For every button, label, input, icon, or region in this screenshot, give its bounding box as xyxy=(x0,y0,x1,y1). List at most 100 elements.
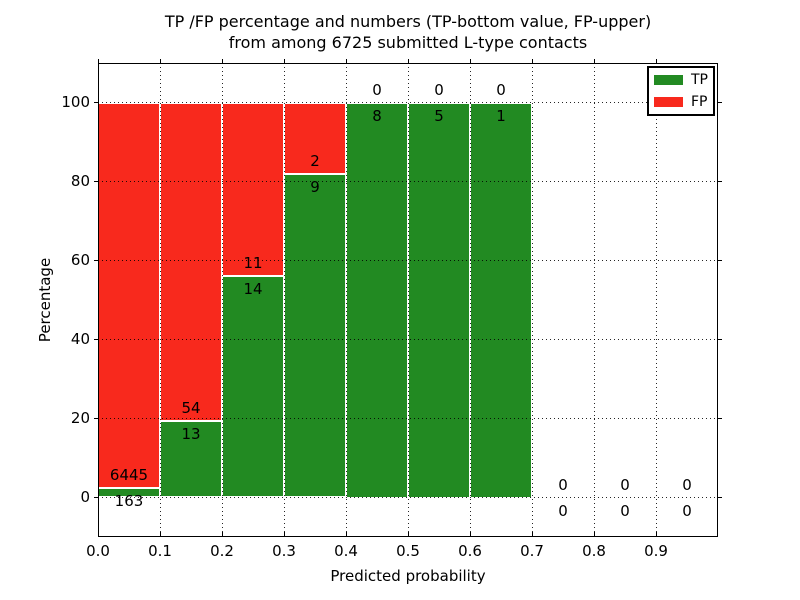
x-gridline xyxy=(345,63,347,537)
fp-count-label: 0 xyxy=(496,80,506,99)
chart-title: TP /FP percentage and numbers (TP-bottom… xyxy=(98,11,718,53)
x-tick-mark-top xyxy=(283,59,285,63)
fp-count-label: 0 xyxy=(434,80,444,99)
x-tick-mark-top xyxy=(593,59,595,63)
y-tick-label: 80 xyxy=(70,172,90,190)
x-tick-label: 0.4 xyxy=(334,542,358,560)
x-tick-label: 0.3 xyxy=(272,542,296,560)
y-tick-mark xyxy=(94,102,98,103)
tp-bar-segment xyxy=(470,102,532,498)
x-tick-mark xyxy=(345,531,347,536)
fp-count-label: 6445 xyxy=(109,465,149,484)
x-tick-label: 0.1 xyxy=(148,542,172,560)
tp-count-label: 5 xyxy=(434,106,444,125)
y-tick-mark-right xyxy=(718,418,722,419)
x-gridline xyxy=(469,63,471,537)
x-axis-label: Predicted probability xyxy=(330,567,486,585)
fp-bar-segment xyxy=(284,102,346,175)
tp-count-label: 14 xyxy=(243,280,263,299)
tp-count-label: 0 xyxy=(620,501,630,520)
x-tick-mark xyxy=(469,531,471,536)
legend-label-tp: TP xyxy=(691,72,708,88)
fp-color-swatch xyxy=(654,97,683,107)
tp-bar-segment xyxy=(222,276,284,498)
y-tick-mark-right xyxy=(718,181,722,182)
x-tick-mark xyxy=(531,531,533,536)
y-tick-label: 0 xyxy=(80,488,90,506)
legend-label-fp: FP xyxy=(691,94,708,110)
legend: TP FP xyxy=(647,66,715,116)
plot-area: 6445 163 54 13 11 14 2 9 0 8 0 5 0 1 0 0 0 0 0 0 xyxy=(98,63,718,537)
y-tick-mark xyxy=(94,339,98,340)
x-tick-mark xyxy=(407,531,409,536)
fp-count-label: 2 xyxy=(310,152,320,171)
tp-bar-segment xyxy=(284,174,346,498)
y-gridline xyxy=(98,497,718,498)
y-gridline xyxy=(98,102,718,103)
x-tick-label: 0.6 xyxy=(458,542,482,560)
legend-entry-fp: FP xyxy=(654,95,708,109)
x-tick-mark-top xyxy=(531,59,533,63)
fp-count-label: 0 xyxy=(558,475,568,494)
x-gridline xyxy=(593,63,595,537)
y-tick-mark-right xyxy=(718,102,722,103)
x-tick-label: 0.2 xyxy=(210,542,234,560)
x-tick-label: 0.7 xyxy=(520,542,544,560)
y-tick-label: 60 xyxy=(70,251,90,269)
y-gridline xyxy=(98,260,718,261)
y-gridline xyxy=(98,181,718,182)
x-tick-mark-top xyxy=(469,59,471,63)
y-tick-mark-right xyxy=(718,260,722,261)
fp-count-label: 0 xyxy=(682,475,692,494)
fp-count-label: 54 xyxy=(181,398,201,417)
y-tick-mark xyxy=(94,497,98,498)
y-tick-label: 20 xyxy=(70,409,90,427)
fp-bar-segment xyxy=(222,102,284,277)
x-gridline xyxy=(159,63,161,537)
x-tick-mark-top xyxy=(407,59,409,63)
x-gridline xyxy=(407,63,409,537)
fp-count-label: 0 xyxy=(372,80,382,99)
fp-count-label: 0 xyxy=(620,475,630,494)
tp-count-label: 8 xyxy=(372,106,382,125)
x-gridline xyxy=(655,63,657,537)
x-tick-mark-top xyxy=(159,59,161,63)
chart-title-line-2: from among 6725 submitted L-type contact… xyxy=(228,33,588,52)
fp-count-label: 11 xyxy=(243,254,263,273)
x-tick-mark xyxy=(283,531,285,536)
x-tick-label: 0.8 xyxy=(582,542,606,560)
y-gridline xyxy=(98,339,718,340)
y-tick-label: 40 xyxy=(70,330,90,348)
tp-color-swatch xyxy=(654,75,683,85)
tp-count-label: 13 xyxy=(181,424,201,443)
y-tick-mark xyxy=(94,418,98,419)
y-tick-mark xyxy=(94,260,98,261)
x-tick-mark xyxy=(97,531,99,536)
x-tick-mark-top xyxy=(655,59,657,63)
fp-bar-segment xyxy=(160,102,222,421)
x-tick-mark-top xyxy=(345,59,347,63)
fp-bar-segment xyxy=(98,102,160,488)
tp-count-label: 0 xyxy=(558,501,568,520)
y-tick-mark-right xyxy=(718,339,722,340)
x-tick-mark xyxy=(593,531,595,536)
legend-entry-tp: TP xyxy=(654,73,708,87)
tp-count-label: 163 xyxy=(114,491,144,510)
chart-title-line-1: TP /FP percentage and numbers (TP-bottom… xyxy=(164,12,652,31)
x-tick-mark xyxy=(159,531,161,536)
x-tick-mark xyxy=(221,531,223,536)
y-gridline xyxy=(98,418,718,419)
x-tick-label: 0.5 xyxy=(396,542,420,560)
tp-bar-segment xyxy=(346,102,408,498)
y-tick-label: 100 xyxy=(61,93,90,111)
x-gridline xyxy=(283,63,285,537)
x-tick-mark xyxy=(655,531,657,536)
tp-count-label: 9 xyxy=(310,178,320,197)
x-tick-label: 0.0 xyxy=(86,542,110,560)
x-gridline xyxy=(531,63,533,537)
tp-count-label: 1 xyxy=(496,106,506,125)
x-tick-label: 0.9 xyxy=(644,542,668,560)
y-tick-mark-right xyxy=(718,497,722,498)
x-gridline xyxy=(221,63,223,537)
